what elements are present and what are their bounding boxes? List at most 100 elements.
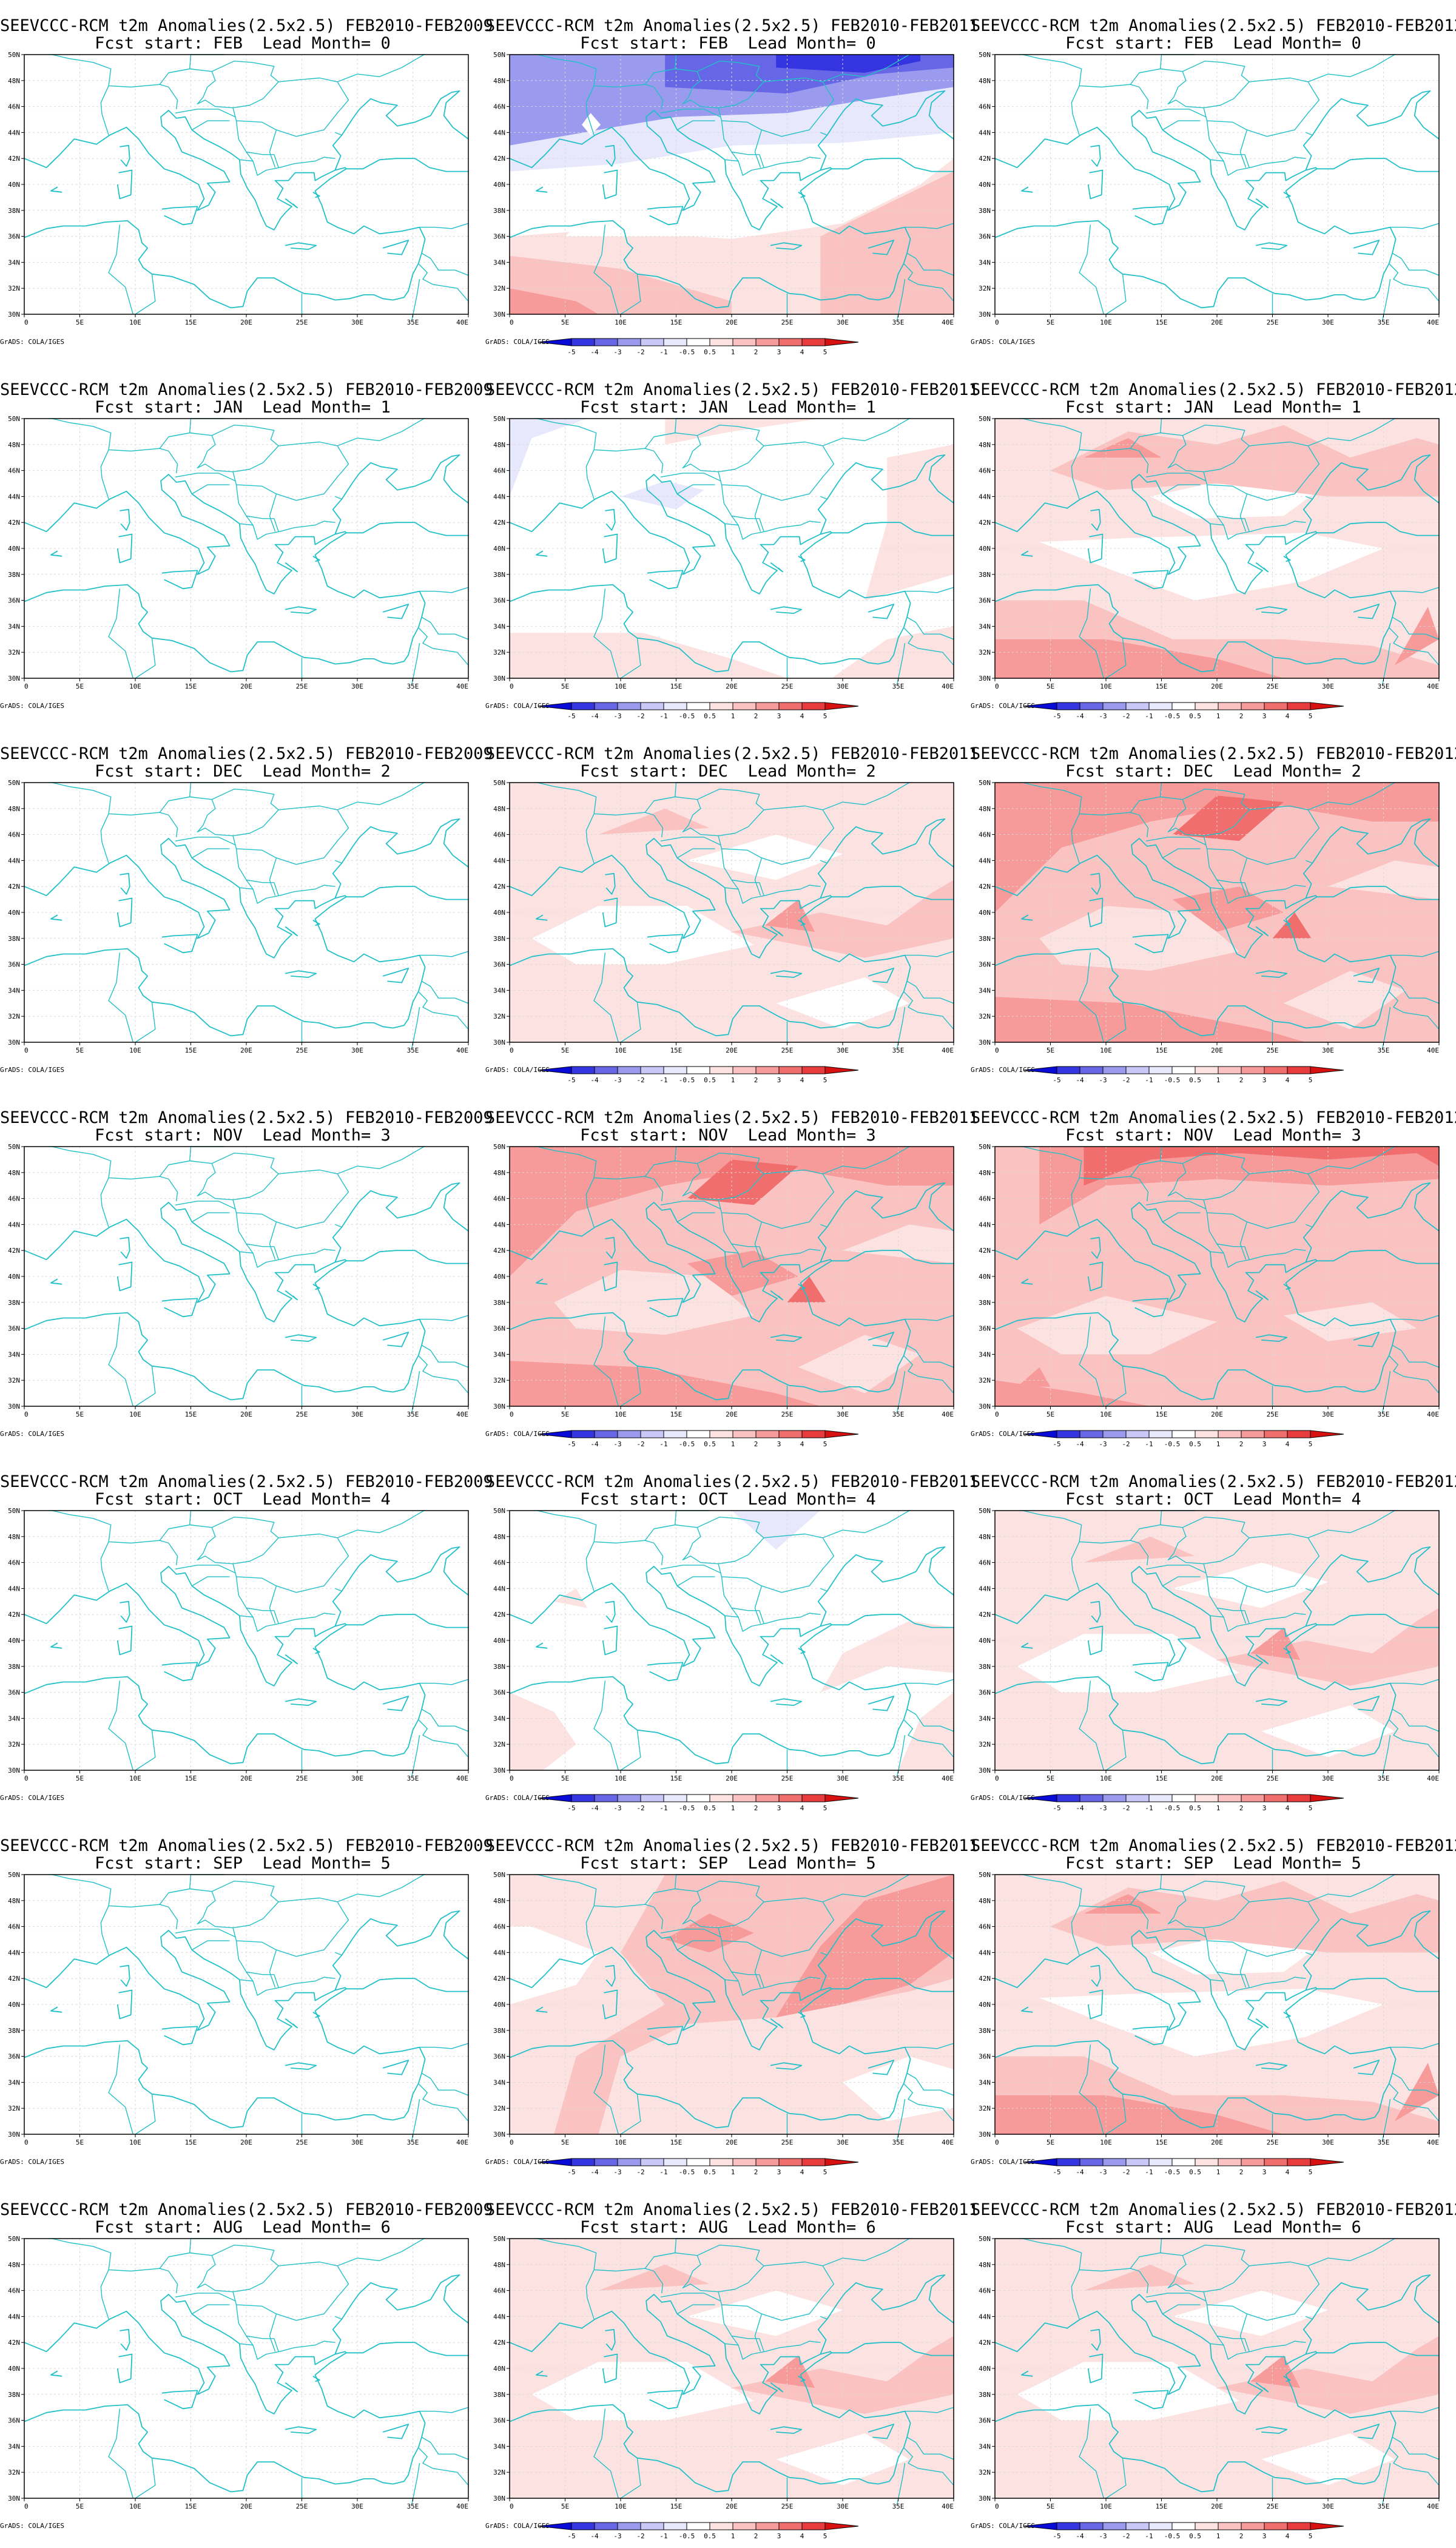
colorbar-label: -2 [1122,712,1130,720]
colorbar-label: -4 [1076,1076,1084,1084]
lon-tick-label: 10E [129,682,141,690]
colorbar-box [617,1794,641,1802]
colorbar-label: -1 [1145,1804,1153,1812]
lon-tick-label: 5E [561,682,569,690]
anomaly-region [531,2362,754,2421]
colorbar-box [732,2522,757,2530]
anomaly-region [582,113,601,135]
colorbar-label: 5 [823,1440,827,1448]
lon-tick-label: 40E [942,1774,954,1782]
lat-tick-label: 34N [979,1714,991,1722]
lon-tick-label: 30E [1322,1046,1334,1054]
lat-tick-label: 46N [493,1923,505,1931]
lat-tick-label: 42N [493,519,505,527]
colorbar-box [1264,2522,1288,2530]
lon-tick-label: 35E [1378,2502,1390,2510]
colorbar-box [801,1066,826,1074]
lon-tick-label: 0 [510,1046,514,1054]
colorbar-box [1148,2522,1173,2530]
lon-tick-label: 30E [837,2502,849,2510]
lon-tick-label: 15E [1156,2138,1168,2146]
colorbar-arrow-left [538,1794,572,1802]
lon-tick-label: 30E [837,2138,849,2146]
lat-tick-label: 42N [8,1247,20,1255]
panel-subtitle: Fcst start: NOV Lead Month= 3 [1065,1126,1361,1145]
lat-tick-label: 44N [979,2313,991,2320]
colorbar-label: -5 [567,2532,575,2540]
panel-subtitle: Fcst start: AUG Lead Month= 6 [580,2218,876,2237]
lon-tick-label: 20E [240,682,252,690]
lat-tick-label: 36N [979,961,991,969]
gridlines [995,55,1439,314]
lon-tick-label: 25E [296,318,308,326]
anomaly-map: 0 5E 10E 15E 20E 25E 30E 35E 40E 30N 32N 34N 36N 38N 4… [493,1143,954,1418]
lat-tick-label: 38N [493,2027,505,2035]
colorbar-label: 2 [754,348,758,356]
colorbar-label: 4 [800,1804,804,1812]
colorbar-box [732,1066,757,1074]
coastlines [509,1546,954,1765]
lon-tick-label: 35E [407,2502,419,2510]
lat-tick-label: 30N [979,1767,991,1774]
lat-tick-label: 40N [979,1273,991,1281]
lon-tick-label: 5E [561,2502,569,2510]
lon-tick-label: 10E [615,2138,627,2146]
lon-tick-label: 0 [995,2138,999,2146]
grads-credit: GrADS: COLA/IGES [485,1430,550,1438]
colorbar-box [732,2158,757,2166]
colorbar-box [617,1430,641,1438]
lat-tick-label: 50N [493,2235,505,2243]
colorbar-label: 1 [1216,1804,1221,1812]
colorbar-box [594,1066,618,1074]
lon-tick-label: 10E [129,1046,141,1054]
lat-tick-label: 32N [8,649,20,656]
lat-tick-label: 48N [493,2261,505,2269]
lon-tick-label: 0 [995,2502,999,2510]
lat-tick-label: 44N [493,1221,505,1228]
lon-tick-label: 10E [1100,682,1112,690]
colorbar-label: -3 [1099,712,1107,720]
colorbar-label: 3 [1262,1440,1267,1448]
colorbar-box [663,2158,687,2166]
lat-tick-label: 44N [8,129,20,136]
lat-tick-label: 30N [493,1403,505,1410]
lat-tick-label: 44N [979,129,991,136]
lon-tick-label: 15E [670,682,682,690]
colorbar-box [686,1430,710,1438]
colorbar-label: 0.5 [1189,712,1201,720]
lat-tick-label: 44N [979,857,991,864]
colorbar-box [1241,1066,1265,1074]
colorbar-label: 3 [777,1440,781,1448]
lat-tick-label: 46N [979,1195,991,1203]
colorbar-label: 3 [777,348,781,356]
lon-tick-label: 10E [1100,1046,1112,1054]
grads-credit: GrADS: COLA/IGES [0,1066,64,1074]
lat-tick-label: 34N [979,622,991,630]
lat-tick-label: 32N [979,649,991,656]
lat-tick-label: 36N [8,2053,20,2061]
lon-tick-label: 15E [185,682,197,690]
colorbar-label: -5 [1053,2168,1060,2176]
colorbar-arrow-left [538,1066,572,1074]
lat-tick-label: 32N [979,1013,991,1020]
map-panel: SEEVCCC-RCM t2m Anomalies(2.5x2.5) FEB20… [971,2184,1456,2548]
lon-tick-label: 10E [1100,2138,1112,2146]
lat-tick-label: 42N [493,2339,505,2347]
lon-tick-label: 30E [1322,1774,1334,1782]
lon-tick-label: 25E [1267,1410,1279,1418]
lat-tick-label: 44N [8,2313,20,2320]
lon-tick-label: 20E [1211,318,1223,326]
lat-tick-label: 48N [493,77,505,85]
lat-tick-label: 34N [493,1350,505,1358]
lat-tick-label: 50N [979,779,991,787]
lat-tick-label: 42N [493,155,505,163]
colorbar-arrow-right [1310,1430,1344,1438]
lat-tick-label: 42N [493,1247,505,1255]
lon-tick-label: 0 [995,682,999,690]
colorbar-box [686,338,710,346]
lat-tick-label: 34N [8,622,20,630]
map-panel: SEEVCCC-RCM t2m Anomalies(2.5x2.5) FEB20… [971,1092,1456,1456]
colorbar: -5 -4 -3 -2 -1 -0.5 0.5 1 2 3 4 5 [1023,702,1344,720]
colorbar-arrow-left [1023,1794,1057,1802]
colorbar-label: 3 [777,712,781,720]
